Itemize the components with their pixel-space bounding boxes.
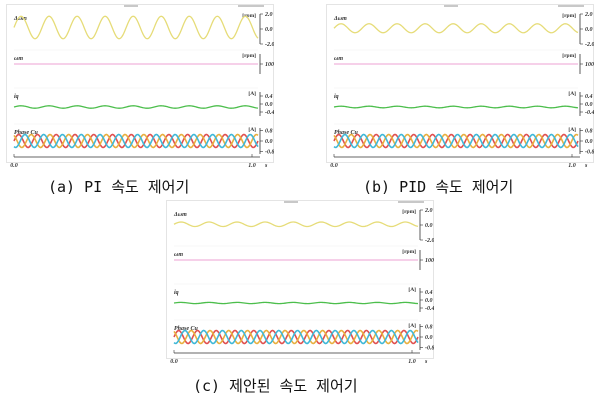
chart-a-sub3-tick-label-2: -0.8 <box>265 149 274 155</box>
chart-c-sub0-tick-label-2: -2.0 <box>425 238 434 244</box>
chart-b-sub0-label: Δωm <box>333 16 347 22</box>
chart-a-sub3-unit: [A] <box>248 127 256 133</box>
panel-a-svg: Δωm [rpm] 2.0 0.0 -2.0 ωm [rpm] 100 iq [A] 0.4 0.0 -… <box>6 4 274 169</box>
chart-a-sub2-series-0 <box>13 105 259 109</box>
chart-b-sub3-series-1 <box>333 133 579 149</box>
chart-c-sub0-label: Δωm <box>173 212 187 218</box>
chart-c-sub3-tick-label-1: 0.0 <box>425 335 433 341</box>
chart-b-sub3-label: Phase Cu <box>334 130 359 136</box>
chart-b-header-mark <box>444 5 458 7</box>
chart-b-sub2-series-0 <box>333 105 579 109</box>
chart-b-sub3-unit: [A] <box>568 127 576 133</box>
chart-a-sub0-series-0 <box>13 15 259 40</box>
chart-c-x-unit: s <box>424 359 428 365</box>
panel-b-svg: Δωm [rpm] 2.0 0.0 -2.0 ωm [rpm] 100 iq [A] 0.4 0.0 -… <box>326 4 594 169</box>
chart-c-sub0-tick-label-1: 0.0 <box>425 223 433 229</box>
chart-c-sub3-tick-label-0: 0.8 <box>425 325 433 331</box>
chart-b-sub0-tick-label-1: 0.0 <box>585 27 593 33</box>
chart-b-sub3-series-0 <box>333 133 579 149</box>
panel-c-svg: Δωm [rpm] 2.0 0.0 -2.0 ωm [rpm] 100 iq [A] 0.4 0.0 -… <box>166 200 434 365</box>
chart-a-sub3-series-1 <box>13 133 259 149</box>
chart-c-sub0-series-0 <box>173 221 419 228</box>
chart-c-x-tick-label-0: 0.0 <box>170 359 178 365</box>
chart-a-sub1-label: ωm <box>14 56 23 62</box>
chart-b-sub3-tick-label-1: 0.0 <box>585 139 593 145</box>
chart-a-sub3-tick-label-0: 0.8 <box>265 129 273 135</box>
panel-c-chart: Δωm [rpm] 2.0 0.0 -2.0 ωm [rpm] 100 iq [A] 0.4 0.0 -… <box>166 200 434 370</box>
chart-c-sub3-series-2 <box>173 329 419 345</box>
chart-c-sub2-label: iq <box>174 290 179 296</box>
panel-b-chart: Δωm [rpm] 2.0 0.0 -2.0 ωm [rpm] 100 iq [A] 0.4 0.0 -… <box>326 4 594 174</box>
chart-a-x-unit: s <box>264 163 268 169</box>
chart-a-sub2-tick-label-0: 0.4 <box>265 94 273 100</box>
chart-a-sub2-label: iq <box>14 94 19 100</box>
caption-panel-a: (a) PI 속도 제어기 <box>48 178 190 196</box>
chart-c-header-mark-right <box>398 201 424 203</box>
chart-c-sub2-unit: [A] <box>408 287 416 293</box>
chart-b-sub2-label: iq <box>334 94 339 100</box>
chart-c-sub2-series-0 <box>173 301 419 305</box>
chart-b-sub2-tick-label-1: 0.0 <box>585 102 593 108</box>
chart-b-sub2-tick-label-0: 0.4 <box>585 94 593 100</box>
panel-a-chart: Δωm [rpm] 2.0 0.0 -2.0 ωm [rpm] 100 iq [A] 0.4 0.0 -… <box>6 4 274 174</box>
chart-a-sub0-tick-label-2: -2.0 <box>265 42 274 48</box>
chart-b-sub1-unit: [rpm] <box>562 53 576 59</box>
chart-c-sub3-label: Phase Cu <box>174 326 199 332</box>
chart-a-sub3-label: Phase Cu <box>14 130 39 136</box>
chart-a-sub3-series-0 <box>13 133 259 149</box>
chart-a-x-tick-label-1: 1.0 <box>248 163 256 169</box>
chart-c-sub2-tick-label-0: 0.4 <box>425 290 433 296</box>
chart-a-sub2-tick-label-2: -0.4 <box>265 110 274 116</box>
chart-b-x-tick-label-0: 0.0 <box>330 163 338 169</box>
chart-a-sub3-series-2 <box>13 133 259 149</box>
chart-b-sub3-series-2 <box>333 133 579 149</box>
chart-a-sub0-unit: [rpm] <box>242 13 256 19</box>
chart-a-sub1-unit: [rpm] <box>242 53 256 59</box>
chart-c-x-tick-label-1: 1.0 <box>408 359 416 365</box>
caption-panel-b: (b) PID 속도 제어기 <box>363 178 514 196</box>
chart-c-sub1-unit: [rpm] <box>402 249 416 255</box>
chart-b-header-mark-right <box>558 5 584 7</box>
chart-b-x-tick-label-1: 1.0 <box>568 163 576 169</box>
chart-b-sub3-tick-label-0: 0.8 <box>585 129 593 135</box>
chart-b-sub0-unit: [rpm] <box>562 13 576 19</box>
chart-c-sub1-tick-label-0: 100 <box>425 258 434 264</box>
chart-b-sub0-tick-label-2: -2.0 <box>585 42 594 48</box>
chart-c-sub0-unit: [rpm] <box>402 209 416 215</box>
chart-c-sub0-tick-label-0: 2.0 <box>424 208 433 214</box>
chart-c-sub3-series-1 <box>173 329 419 345</box>
chart-b-sub1-tick-label-0: 100 <box>585 62 594 68</box>
chart-a-sub0-label: Δωm <box>13 16 27 22</box>
chart-b-sub3-tick-label-2: -0.8 <box>585 149 594 155</box>
chart-a-header-mark <box>124 5 138 7</box>
chart-b-sub0-tick-label-0: 2.0 <box>584 12 593 18</box>
chart-a-sub0-tick-label-0: 2.0 <box>264 12 273 18</box>
chart-a-sub1-tick-label-0: 100 <box>265 62 274 68</box>
chart-c-sub3-unit: [A] <box>408 323 416 329</box>
chart-a-header-mark-right <box>238 5 264 7</box>
chart-c-header-mark <box>284 201 298 203</box>
chart-b-sub2-unit: [A] <box>568 91 576 97</box>
chart-a-sub2-unit: [A] <box>248 91 256 97</box>
chart-b-x-unit: s <box>584 163 588 169</box>
chart-b-sub2-tick-label-2: -0.4 <box>585 110 594 116</box>
chart-a-sub2-tick-label-1: 0.0 <box>265 102 273 108</box>
chart-c-sub2-tick-label-2: -0.4 <box>425 306 434 312</box>
caption-panel-c: (c) 제안된 속도 제어기 <box>193 377 358 395</box>
chart-a-sub0-tick-label-1: 0.0 <box>265 27 273 33</box>
chart-c-sub3-tick-label-2: -0.8 <box>425 345 434 351</box>
chart-c-sub3-series-0 <box>173 329 419 345</box>
chart-b-sub1-label: ωm <box>334 56 343 62</box>
chart-a-x-tick-label-0: 0.0 <box>10 163 18 169</box>
chart-c-sub2-tick-label-1: 0.0 <box>425 298 433 304</box>
chart-a-sub3-tick-label-1: 0.0 <box>265 139 273 145</box>
chart-c-sub1-label: ωm <box>174 252 183 258</box>
chart-b-sub0-series-0 <box>333 23 579 34</box>
